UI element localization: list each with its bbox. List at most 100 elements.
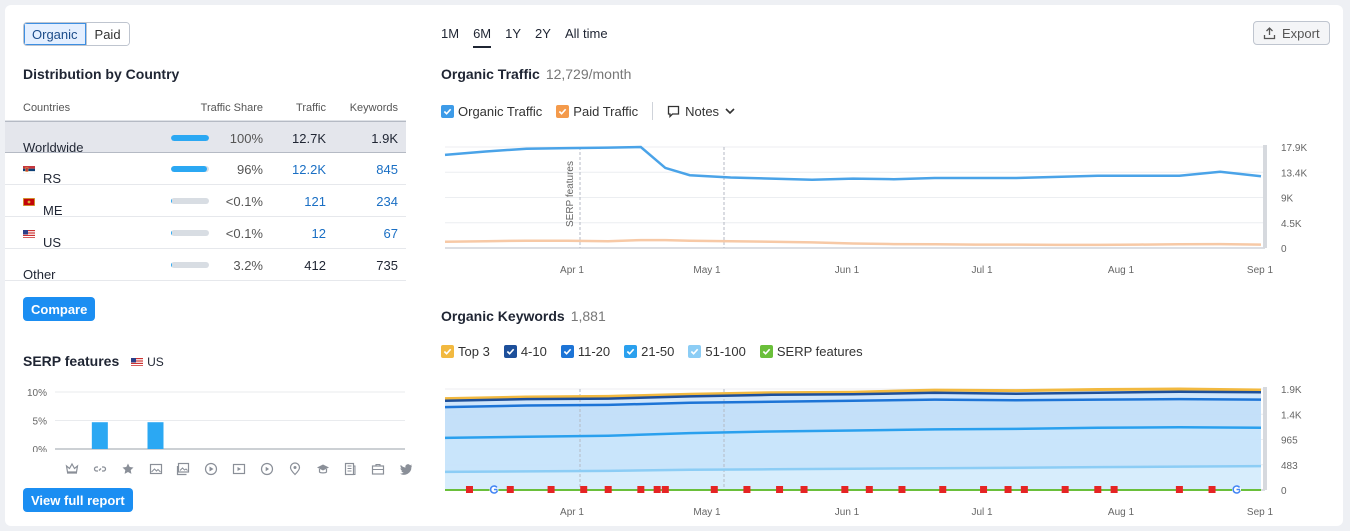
x-tick-label: Jun 1 [835,507,860,518]
traffic-share-value: 3.2% [233,258,263,273]
serp-flag-marker [506,486,514,493]
table-row[interactable]: US <0.1% 12 67 [5,217,406,250]
tab-period-6m[interactable]: 6M [473,26,492,48]
keywords-line-11-20 [444,397,1262,409]
legend-organic-traffic[interactable]: Organic Traffic [441,104,542,119]
country-name[interactable]: US [23,226,61,250]
distribution-title: Distribution by Country [23,66,180,82]
tab-period-all-time[interactable]: All time [564,26,608,41]
keywords-value[interactable]: 845 [376,162,398,177]
main-card: Organic Paid Distribution by Country Cou… [5,5,1343,526]
table-row[interactable]: ME <0.1% 121 234 [5,185,406,218]
serp-flag-marker [1004,486,1012,493]
keywords-value[interactable]: 234 [376,194,398,209]
legend-paid-traffic[interactable]: Paid Traffic [556,104,638,119]
organic-keywords-chart[interactable]: 0 483 965 1.4K 1.9K Apr 1 May 1 Jun 1 Jul 1 Aug 1… [435,377,1315,522]
traffic-value[interactable]: 121 [304,194,326,209]
notes-dropdown[interactable]: Notes [667,104,735,119]
tab-period-1y[interactable]: 1Y [505,26,522,41]
traffic-share-bar [171,198,209,204]
legend-label: 11-20 [577,344,611,359]
x-tick-label: Sep 1 [1247,507,1274,518]
legend-keywords-51-100[interactable]: 51-100 [688,344,746,359]
legend-label: SERP features [776,344,863,359]
legend-keywords-4-10[interactable]: 4-10 [503,344,547,359]
serp-flag-marker [800,486,808,493]
keywords-line-top-3 [444,387,1262,401]
organic-traffic-chart[interactable]: 0 4.5K 9K 13.4K 17.9K Apr 1 May 1 Jun 1 Jul 1 Aug… [435,135,1315,280]
me-flag-icon [23,198,35,206]
serp-flag-marker [939,486,947,493]
traffic-share-bar [171,166,209,172]
checkbox-icon [624,345,638,358]
legend-keywords-11-20[interactable]: 11-20 [560,344,611,359]
countries-header: Countries [23,102,71,114]
view-full-report-button[interactable]: View full report [23,488,133,512]
legend-paid-label: Paid Traffic [573,103,639,119]
checkbox-icon [556,104,570,118]
serp-features-annotation: SERP features [565,161,576,227]
legend-label: Top 3 [458,344,490,359]
tab-period-1m[interactable]: 1M [441,26,460,41]
checkbox-icon [503,345,517,358]
video-circle-icon [260,462,273,476]
compare-button[interactable]: Compare [23,297,96,321]
y-tick-label: 1.4K [1281,410,1302,421]
chevron-down-icon [725,108,735,115]
table-row[interactable]: RS 96% 12.2K 845 [5,153,406,186]
google-glyph [489,485,499,494]
country-label: RS [43,171,62,186]
table-row[interactable]: Worldwide 100% 12.7K 1.9K [5,121,406,155]
table-header: Countries Traffic Share Traffic Keywords [5,95,406,121]
traffic-share-value: 96% [236,162,263,177]
x-tick-label: May 1 [693,507,721,518]
x-tick-label: Apr 1 [560,265,584,276]
y-tick-label: 4.5K [1281,219,1302,230]
organic-traffic-value: 12,729/month [545,66,632,82]
y-tick-label: 0 [1281,244,1287,255]
serp-country[interactable]: US [131,355,164,369]
link-icon [93,466,106,472]
x-tick-label: Jul 1 [971,265,993,276]
keywords-legend: Top 3 4-10 11-20 21-50 51-100 SERP features [441,344,877,359]
location-pin-icon [289,462,300,476]
traffic-share-value: <0.1% [225,226,263,241]
keywords-value[interactable]: 67 [383,226,398,241]
rs-flag-icon [23,166,35,174]
note-icon [667,105,680,118]
serp-flag-marker [465,486,473,493]
crown-icon [65,462,79,474]
period-tabs: 1M 6M 1Y 2Y All time [441,26,608,48]
google-glyph [1232,485,1241,494]
legend-keywords-serp-features[interactable]: SERP features [759,344,863,359]
legend-keywords-top-3[interactable]: Top 3 [441,344,490,359]
export-button[interactable]: Export [1253,21,1330,45]
y-tick-label: 9K [1281,194,1294,205]
traffic-value[interactable]: 12.2K [292,162,326,177]
traffic-share-value: <0.1% [225,194,263,209]
y-tick-label: 0 [1281,486,1287,497]
organic-traffic-title-text: Organic Traffic [441,66,540,82]
twitter-icon [400,464,412,475]
organic-toggle-button[interactable]: Organic [24,23,86,45]
paid-toggle-button[interactable]: Paid [85,23,129,45]
tab-period-2y[interactable]: 2Y [535,26,551,41]
chart-scroll-edge [1263,387,1267,490]
legend-label: 4-10 [520,344,547,359]
country-name[interactable]: ME [23,194,63,218]
checkbox-icon [441,345,454,358]
table-row[interactable]: Other 3.2% 412 735 [5,249,406,282]
us-flag-icon [23,230,35,238]
keywords-header[interactable]: Keywords [349,102,398,114]
serp-flag-marker [1020,486,1028,493]
traffic-share-header[interactable]: Traffic Share [200,102,263,114]
legend-divider [652,102,654,120]
serp-flag-marker [580,486,588,493]
legend-keywords-21-50[interactable]: 21-50 [624,344,674,359]
traffic-share-bar [171,262,209,268]
traffic-value[interactable]: 12 [311,226,326,241]
traffic-header[interactable]: Traffic [296,102,326,114]
country-name[interactable]: RS [23,162,61,186]
y-tick-label: 483 [1281,461,1298,472]
organic-keywords-value: 1,881 [570,308,606,324]
